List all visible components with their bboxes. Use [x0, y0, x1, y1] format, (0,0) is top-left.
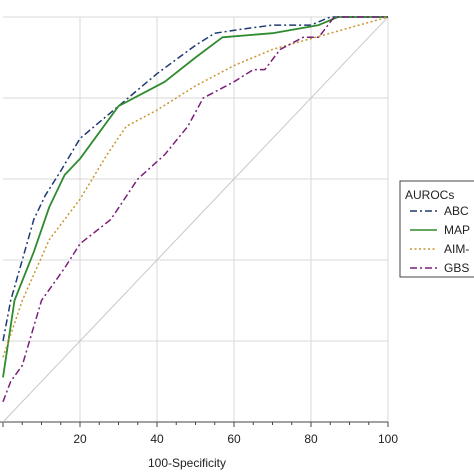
legend-label: ABC — [444, 204, 469, 218]
series-line-map — [2, 16, 388, 378]
x-tick-label: 80 — [304, 432, 318, 446]
x-tick-label: 20 — [73, 432, 87, 446]
x-tick-label: 60 — [227, 432, 241, 446]
series-layer — [2, 16, 389, 423]
series-line-aim — [2, 16, 389, 358]
series-line-gbs — [2, 16, 388, 403]
legend-label: MAP — [444, 223, 470, 237]
reference-diagonal — [2, 16, 389, 423]
x-tick-label: 0 — [0, 432, 1, 446]
legend: AUROCs ABC MAP AIM- GBS — [399, 180, 474, 278]
legend-title: AUROCs — [405, 188, 454, 202]
x-tick-label: 40 — [150, 432, 164, 446]
axes — [0, 421, 389, 427]
x-axis-title: 100-Specificity — [148, 456, 226, 470]
x-tick-labels: 20 40 60 80 100 0 — [0, 432, 398, 446]
legend-label: AIM- — [444, 242, 469, 256]
series-line-abc — [2, 16, 388, 342]
legend-box — [399, 180, 474, 278]
legend-label: GBS — [444, 261, 469, 275]
grid-lines — [3, 16, 389, 422]
x-tick-label: 100 — [378, 432, 398, 446]
